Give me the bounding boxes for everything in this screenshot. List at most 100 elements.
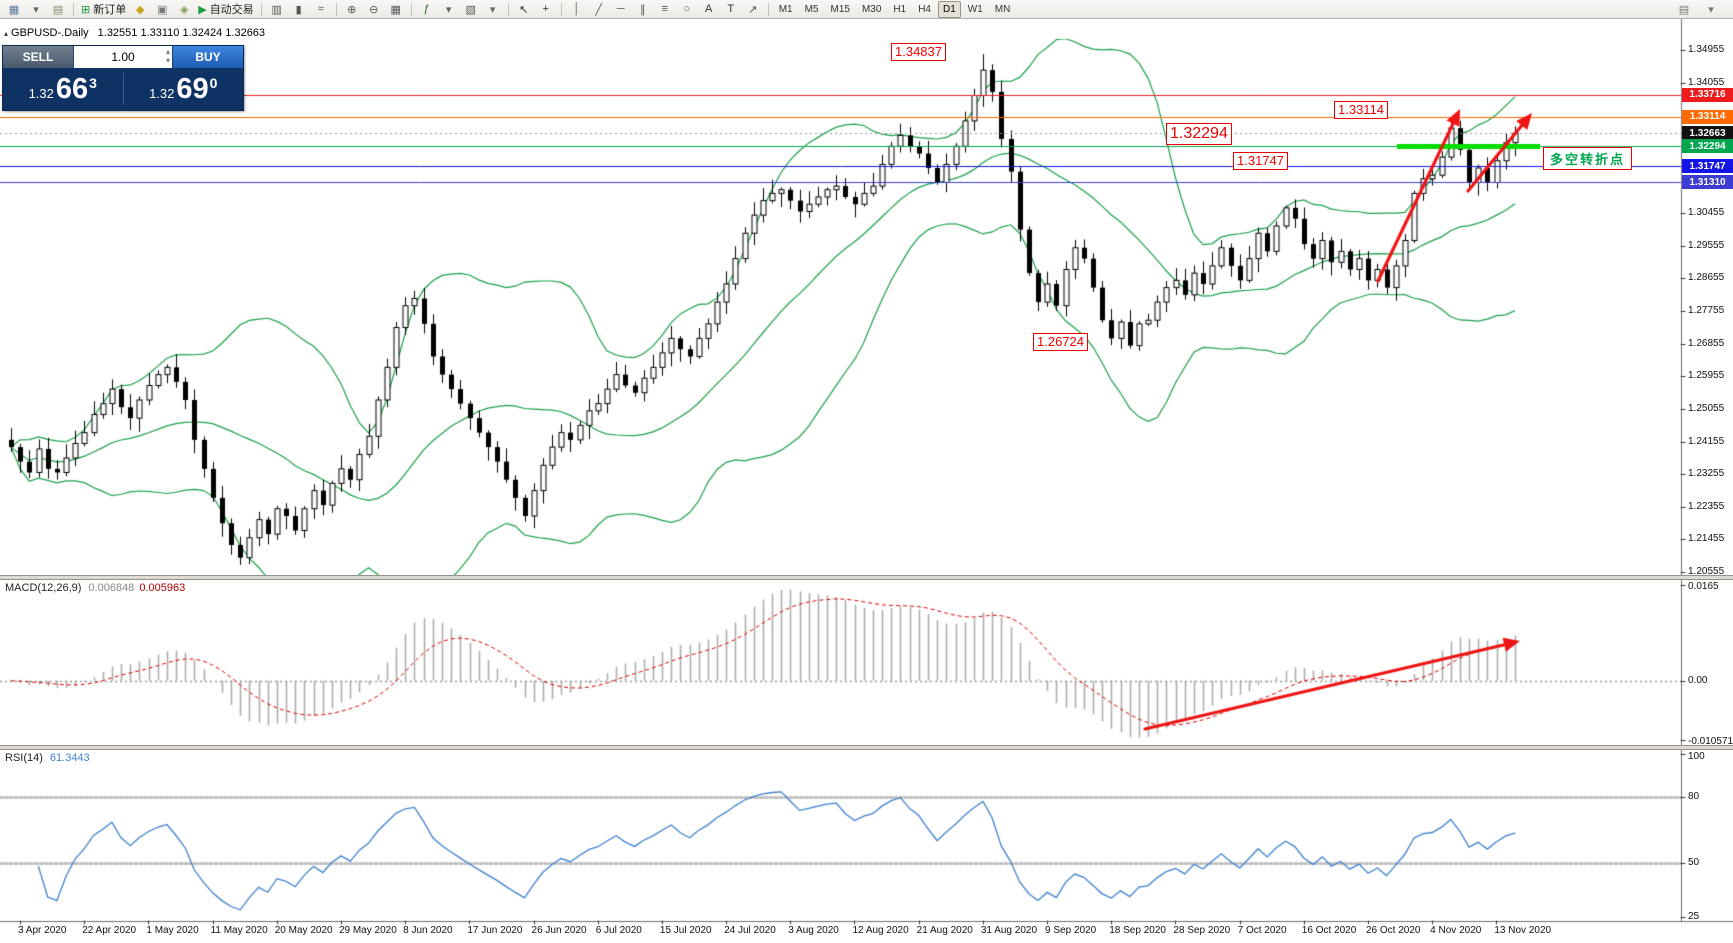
new-chart-icon[interactable]: ▦ xyxy=(3,0,25,19)
lot-up-icon[interactable]: ▴ xyxy=(165,47,170,56)
profiles-icon[interactable]: ▤ xyxy=(47,0,69,19)
price-annotation[interactable]: 1.31747 xyxy=(1233,152,1288,171)
rsi-axis-label: 100 xyxy=(1688,751,1705,762)
buy-price-big: 1.32 xyxy=(149,86,175,101)
horizontal-line-icon[interactable]: ─ xyxy=(610,0,632,19)
fibonacci-icon[interactable]: ≡ xyxy=(654,0,676,19)
lot-spinner[interactable]: ▴ ▾ xyxy=(166,47,170,65)
timeframe-m5[interactable]: M5 xyxy=(804,3,819,15)
templates-icon[interactable]: ▧ xyxy=(460,0,482,19)
ohlc-values: 1.32551 1.33110 1.32424 1.32663 xyxy=(97,27,266,39)
toolbar-separator xyxy=(260,2,262,16)
windows-icon[interactable]: ▤ xyxy=(1673,0,1695,19)
buy-button[interactable]: BUY xyxy=(173,46,243,68)
lot-down-icon[interactable]: ▾ xyxy=(165,56,170,65)
timeframe-m15[interactable]: M15 xyxy=(830,3,850,15)
tile-windows-icon[interactable]: ▦ xyxy=(385,0,407,19)
date-label: 22 Apr 2020 xyxy=(82,925,137,936)
market-watch-icon[interactable]: ▣ xyxy=(151,0,173,19)
date-label: 15 Jul 2020 xyxy=(659,925,712,936)
metaeditor-icon: ◆ xyxy=(135,3,145,16)
toolbar-separator xyxy=(507,2,509,16)
text-icon[interactable]: A xyxy=(698,0,720,19)
metaeditor-icon[interactable]: ◆ xyxy=(129,0,151,19)
vertical-line-icon[interactable]: │ xyxy=(566,0,588,19)
sell-button[interactable]: SELL xyxy=(3,46,73,68)
price-axis-label: 1.20555 xyxy=(1688,566,1725,577)
price-axis-label: 1.24155 xyxy=(1688,435,1725,447)
indicators-icon[interactable]: ƒ xyxy=(416,0,438,19)
price-tag: 1.33114 xyxy=(1682,109,1733,124)
price-annotation[interactable]: 1.26724 xyxy=(1033,333,1088,352)
price-axis-label: 1.25955 xyxy=(1688,370,1725,382)
date-label: 26 Oct 2020 xyxy=(1365,925,1421,936)
ellipse-icon[interactable]: ○ xyxy=(676,0,698,19)
price-annotation[interactable]: 1.34837 xyxy=(891,43,946,62)
toolbar-separator xyxy=(560,2,562,16)
channel-icon[interactable]: ∥ xyxy=(632,0,654,19)
autotrading-button[interactable]: ▶ 自动交易 xyxy=(195,0,256,19)
candlestick-icon[interactable]: ▮ xyxy=(288,0,310,19)
crosshair-icon[interactable]: + xyxy=(535,0,557,19)
timeframe-m30[interactable]: M30 xyxy=(861,3,882,15)
price-annotation[interactable]: 1.33114 xyxy=(1334,101,1389,120)
templates-icon: ▧ xyxy=(465,3,476,16)
timeframe-h4[interactable]: H4 xyxy=(918,3,931,15)
cursor-icon[interactable]: ↖ xyxy=(513,0,535,19)
macd-axis-label: 0.0165 xyxy=(1688,581,1719,592)
new-order-button[interactable]: ⊞ 新订单 xyxy=(78,0,129,19)
price-tag: 1.31310 xyxy=(1682,175,1733,190)
label-icon[interactable]: T xyxy=(720,0,742,19)
price-tag: 1.32294 xyxy=(1682,139,1733,154)
sell-price-pips: 66 xyxy=(55,73,89,105)
zoom-out-icon[interactable]: ⊖ xyxy=(363,0,385,19)
timeframe-w1[interactable]: W1 xyxy=(967,3,983,15)
autotrading-button-label: 自动交易 xyxy=(209,4,254,16)
lot-size-input[interactable]: 1.00 ▴ ▾ xyxy=(73,46,173,68)
price-axis-label: 1.25055 xyxy=(1688,402,1725,414)
timeframe-mn[interactable]: MN xyxy=(994,3,1011,15)
price-annotation[interactable]: 1.32294 xyxy=(1166,123,1232,145)
date-label: 16 Oct 2020 xyxy=(1301,925,1357,936)
timeframe-d1[interactable]: D1 xyxy=(938,0,961,18)
date-label: 11 May 2020 xyxy=(210,925,268,936)
price-tag: 1.31747 xyxy=(1682,159,1733,174)
note-annotation[interactable]: 多空转折点 xyxy=(1543,147,1633,170)
sell-price[interactable]: 1.32 66 3 xyxy=(3,68,123,110)
timeframe-m1[interactable]: M1 xyxy=(778,3,793,15)
panel-separator[interactable] xyxy=(0,575,1733,580)
line-chart-icon[interactable]: ≈ xyxy=(310,0,332,19)
autotrading-button-icon: ▶ xyxy=(198,3,207,16)
arrows-icon[interactable]: ↗ xyxy=(742,0,764,19)
chart-canvas[interactable] xyxy=(0,19,1733,943)
bar-chart-icon[interactable]: ▥ xyxy=(266,0,288,19)
price-axis-label: 1.22355 xyxy=(1688,500,1725,512)
toolbar-separator xyxy=(410,2,412,16)
buy-price[interactable]: 1.32 69 0 xyxy=(124,68,244,110)
sell-price-big: 1.32 xyxy=(28,86,54,101)
new-chart-dropdown[interactable]: ▾ xyxy=(25,0,47,19)
trendline-icon[interactable]: ╱ xyxy=(588,0,610,19)
line-chart-icon: ≈ xyxy=(317,3,324,15)
new-order-button-label: 新订单 xyxy=(93,4,127,16)
rsi-indicator-label: RSI(14) 61.3443 xyxy=(5,752,90,764)
sell-price-pipette: 3 xyxy=(89,75,97,91)
fibonacci-icon: ≡ xyxy=(661,3,668,15)
price-axis-label: 1.30455 xyxy=(1688,207,1725,219)
toolbar-more-icon[interactable]: ▾ xyxy=(1700,0,1722,19)
strategy-tester-icon[interactable]: ◈ xyxy=(173,0,195,19)
text-icon: A xyxy=(705,3,713,15)
price-axis-label: 1.34955 xyxy=(1688,44,1725,55)
date-label: 18 Sep 2020 xyxy=(1109,925,1166,936)
templates-dropdown[interactable]: ▾ xyxy=(482,0,504,19)
macd-axis-label: -0.010571 xyxy=(1688,736,1733,747)
zoom-in-icon[interactable]: ⊕ xyxy=(341,0,363,19)
tile-windows-icon: ▦ xyxy=(390,3,401,16)
date-label: 28 Sep 2020 xyxy=(1173,925,1231,936)
trendline-icon: ╱ xyxy=(595,3,602,16)
indicators-dropdown[interactable]: ▾ xyxy=(438,0,460,19)
timeframe-h1[interactable]: H1 xyxy=(893,3,907,15)
new-chart-dropdown-icon: ▾ xyxy=(33,3,39,16)
panel-separator[interactable] xyxy=(0,745,1733,750)
chart-title: ▴ GBPUSD-.Daily 1.32551 1.33110 1.32424 1.… xyxy=(4,27,265,39)
